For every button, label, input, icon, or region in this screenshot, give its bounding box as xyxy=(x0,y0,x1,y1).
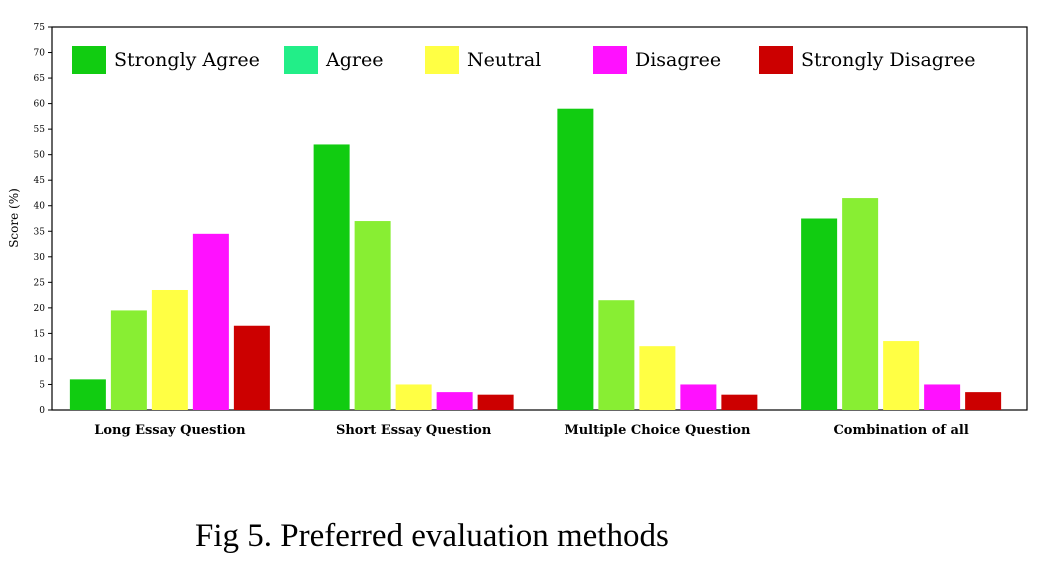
y-tick-label: 70 xyxy=(34,49,46,59)
y-tick-label: 15 xyxy=(34,329,46,339)
legend-swatch xyxy=(284,46,318,74)
x-axis: Long Essay Question Short Essay Question M… xyxy=(94,423,969,438)
legend-swatch xyxy=(759,46,793,74)
legend: Strongly Agree Agree Neutral Disagree Strong… xyxy=(72,46,976,74)
bar xyxy=(842,198,879,410)
x-tick-label: Short Essay Question xyxy=(336,423,492,438)
bar xyxy=(721,394,758,410)
y-tick-label: 35 xyxy=(34,227,46,237)
legend-label: Neutral xyxy=(467,49,541,71)
bar xyxy=(639,346,676,410)
y-tick-label: 55 xyxy=(34,125,46,135)
bars xyxy=(69,108,1002,410)
bar xyxy=(192,233,229,410)
y-axis-label: Score (%) xyxy=(7,188,21,248)
x-tick-label: Long Essay Question xyxy=(94,423,246,438)
legend-swatch xyxy=(72,46,106,74)
y-tick-label: 20 xyxy=(34,304,46,314)
legend-label: Strongly Disagree xyxy=(801,49,976,71)
bar xyxy=(436,392,473,410)
bar xyxy=(924,384,961,410)
legend-swatch xyxy=(425,46,459,74)
y-tick-label: 0 xyxy=(39,406,45,416)
y-tick-label: 75 xyxy=(34,23,46,33)
y-tick-label: 45 xyxy=(34,176,46,186)
legend-label: Agree xyxy=(325,49,383,71)
y-tick-label: 50 xyxy=(34,151,46,161)
legend-label: Disagree xyxy=(635,49,721,71)
bar xyxy=(354,221,391,410)
bar xyxy=(395,384,432,410)
y-tick-label: 40 xyxy=(34,202,46,212)
y-tick-label: 10 xyxy=(34,355,46,365)
bar xyxy=(110,310,147,410)
x-tick-label: Combination of all xyxy=(833,423,968,438)
x-tick-label: Multiple Choice Question xyxy=(564,423,751,438)
y-tick-label: 60 xyxy=(34,100,46,110)
bar xyxy=(477,394,514,410)
legend-swatch xyxy=(593,46,627,74)
bar xyxy=(69,379,106,410)
y-tick-label: 5 xyxy=(39,380,45,390)
bar xyxy=(801,218,838,410)
bar xyxy=(151,289,188,410)
bar xyxy=(233,325,270,410)
bar xyxy=(965,392,1002,410)
y-tick-label: 65 xyxy=(34,74,46,84)
y-tick-label: 30 xyxy=(34,253,46,263)
legend-label: Strongly Agree xyxy=(114,49,260,71)
bar-chart: 0 5 10 15 20 25 30 35 40 45 50 55 60 65 70 75 Long Essa… xyxy=(7,23,1028,438)
bar xyxy=(598,300,635,410)
bar xyxy=(313,144,350,410)
bar xyxy=(680,384,717,410)
figure-caption: Fig 5. Preferred evaluation methods xyxy=(195,518,669,554)
y-axis: 0 5 10 15 20 25 30 35 40 45 50 55 60 65 70 75 xyxy=(34,23,52,416)
y-tick-label: 25 xyxy=(34,278,46,288)
bar xyxy=(557,108,594,410)
bar xyxy=(883,341,920,410)
